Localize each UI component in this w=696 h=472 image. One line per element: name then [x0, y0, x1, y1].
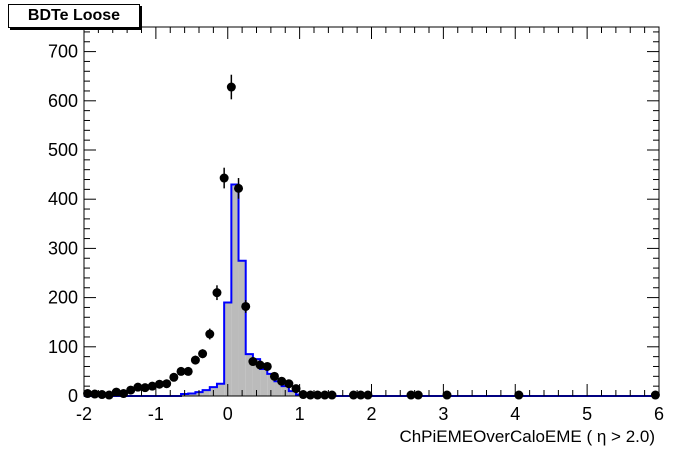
x-axis-title: ChPiEMEOverCaloEME ( η > 2.0): [399, 427, 655, 446]
data-point: [406, 390, 416, 400]
x-tick-label: -2: [76, 404, 92, 424]
data-point: [320, 390, 330, 400]
x-tick-label: -1: [148, 404, 164, 424]
data-point: [133, 382, 143, 392]
data-point: [104, 390, 114, 400]
data-point: [255, 360, 265, 370]
data-point: [514, 390, 524, 400]
data-point: [277, 376, 287, 386]
mc-bar: [274, 381, 282, 396]
data-point: [284, 379, 294, 389]
data-point: [183, 366, 193, 376]
mc-bar: [288, 391, 297, 396]
data-point: [262, 361, 272, 371]
data-point: [650, 390, 660, 400]
data-point: [147, 381, 157, 391]
data-point: [198, 349, 208, 359]
x-tick-label: 3: [438, 404, 448, 424]
mc-bar: [216, 383, 225, 396]
data-point: [154, 379, 164, 389]
data-point: [248, 357, 258, 367]
data-point: [234, 183, 244, 193]
mc-bar: [267, 373, 275, 396]
x-tick-label: 2: [366, 404, 376, 424]
data-point: [413, 390, 423, 400]
data-point: [176, 366, 186, 376]
x-tick-label: 5: [582, 404, 592, 424]
x-tick-label: 6: [654, 404, 664, 424]
mc-bar: [252, 359, 261, 396]
mc-bar: [260, 368, 268, 396]
data-point: [298, 390, 308, 400]
data-point: [219, 173, 229, 183]
data-point: [162, 379, 172, 389]
y-tick-label: 400: [48, 189, 78, 209]
data-point: [313, 390, 323, 400]
data-point: [111, 387, 121, 397]
y-tick-label: 600: [48, 91, 78, 111]
data-point: [269, 371, 279, 381]
y-tick-label: 100: [48, 337, 78, 357]
data-point: [356, 390, 366, 400]
data-point: [349, 390, 359, 400]
y-tick-label: 0: [68, 386, 78, 406]
data-point: [327, 390, 337, 400]
mc-bar: [202, 390, 210, 396]
data-point: [291, 384, 301, 394]
y-tick-label: 700: [48, 42, 78, 62]
chart-title: BDTe Loose: [8, 4, 140, 28]
y-tick-label: 300: [48, 238, 78, 258]
y-tick-label: 200: [48, 288, 78, 308]
x-tick-label: 1: [295, 404, 305, 424]
data-point: [190, 355, 200, 365]
mc-bar: [224, 302, 232, 396]
mc-bar: [188, 393, 196, 396]
mc-bar: [245, 354, 253, 396]
data-point: [97, 390, 107, 400]
data-point: [241, 301, 251, 311]
data-point: [169, 372, 179, 382]
data-point: [363, 390, 373, 400]
y-tick-label: 500: [48, 140, 78, 160]
data-point: [126, 385, 136, 395]
data-point: [442, 390, 452, 400]
mc-bar: [231, 184, 239, 396]
data-point: [226, 82, 236, 92]
x-tick-label: 4: [510, 404, 520, 424]
x-tick-label: 0: [223, 404, 233, 424]
plot-frame: [83, 26, 660, 397]
data-point: [212, 288, 222, 298]
data-point: [305, 390, 315, 400]
data-point: [140, 383, 150, 393]
mc-bar: [238, 260, 246, 396]
data-point: [205, 329, 215, 339]
